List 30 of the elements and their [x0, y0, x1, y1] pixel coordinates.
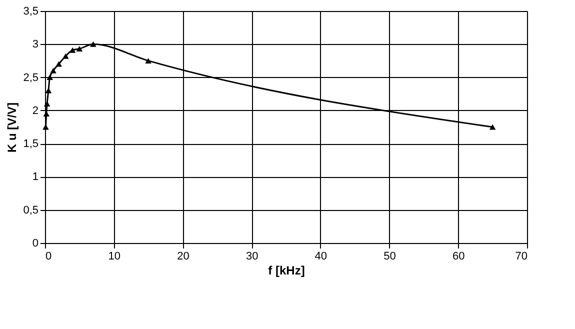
point	[56, 61, 62, 67]
y-tick-label: 2	[32, 104, 38, 117]
y-tick-label: 1	[32, 171, 38, 184]
x-tick-label: 50	[384, 250, 396, 262]
y-tick-label: 0	[32, 238, 38, 250]
x-tick-label: 30	[246, 250, 258, 262]
point	[50, 68, 56, 74]
point	[44, 101, 50, 107]
x-tick-label: 20	[177, 250, 190, 262]
y-tick-label: 2,5	[23, 72, 38, 84]
point	[489, 124, 496, 130]
y-tick-label: 3,5	[23, 6, 38, 18]
x-tick-label: 60	[452, 250, 465, 262]
point	[45, 88, 52, 94]
x-tick-label: 40	[314, 250, 328, 262]
point	[76, 46, 83, 52]
y-axis-title: K u [V/V]	[5, 102, 20, 152]
x-axis-title: f [kHz]	[268, 264, 305, 278]
y-tick-label: 3	[32, 38, 38, 51]
point	[62, 53, 69, 59]
point	[43, 111, 50, 116]
point	[90, 41, 96, 47]
y-tick-label: 0,5	[23, 204, 38, 216]
x-tick-label: 10	[108, 250, 120, 262]
x-tick-label: 70	[515, 250, 528, 262]
point	[69, 47, 76, 53]
x-tick-label: 0	[46, 250, 52, 262]
y-tick-label: 1,5	[23, 138, 38, 150]
point	[46, 74, 53, 80]
point	[145, 58, 152, 64]
